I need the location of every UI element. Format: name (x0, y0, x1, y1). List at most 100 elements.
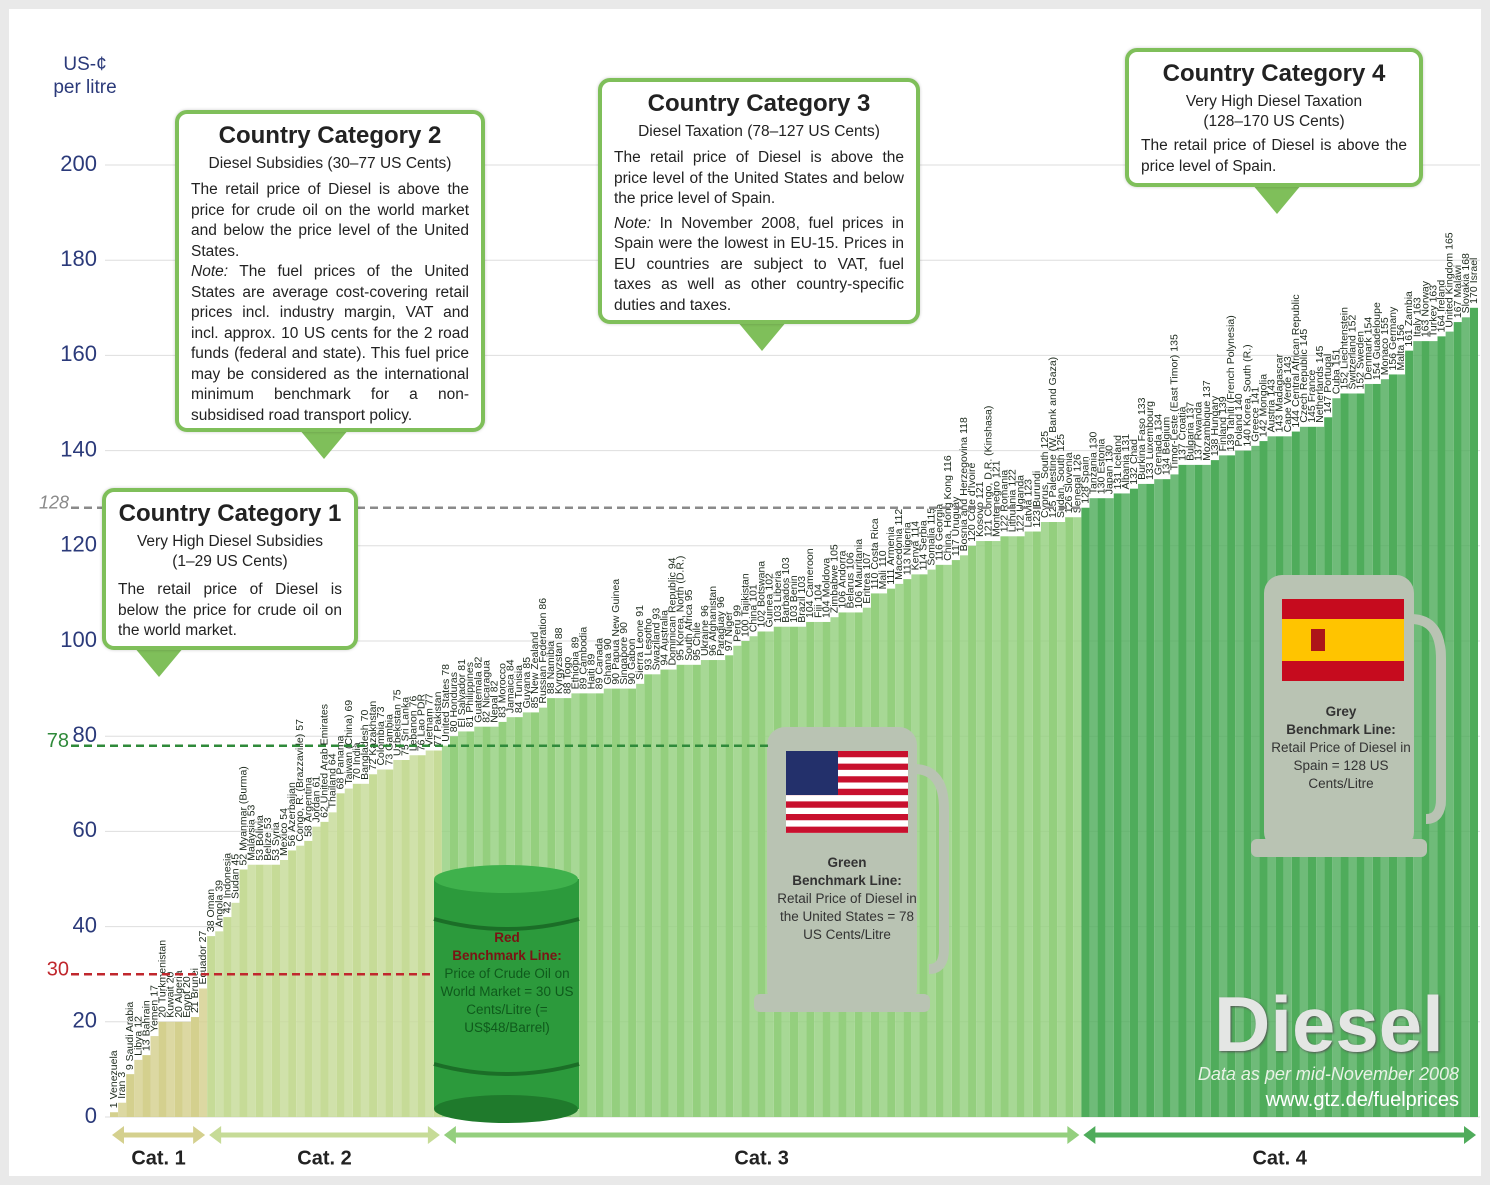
callout-body: The retail price of Diesel is above the … (614, 148, 904, 210)
bar (353, 784, 361, 1117)
value-label: 69 (343, 700, 355, 712)
bar (280, 860, 288, 1117)
bar (604, 689, 612, 1117)
benchmark-title: Grey (1271, 703, 1411, 721)
benchmark-note: Grey Benchmark Line: Retail Price of Die… (1271, 703, 1411, 793)
bar (175, 1022, 183, 1117)
value-label: 91 (634, 605, 646, 617)
category-label: Sudan (229, 868, 241, 899)
bar (693, 665, 701, 1117)
note-label: Note: (191, 263, 228, 280)
bar (1098, 498, 1106, 1117)
callout-subtitle: Diesel Subsidies (30–77 US Cents) (191, 154, 469, 174)
y-tick-label: 80 (73, 722, 97, 747)
legend-label: Cat. 4 (1252, 1147, 1307, 1169)
bar (1138, 484, 1146, 1117)
benchmark-title: Benchmark Line: (1271, 721, 1411, 739)
value-label: 116 (942, 455, 954, 472)
bar (304, 841, 312, 1117)
value-label: 58 (302, 825, 314, 837)
bar (426, 750, 434, 1117)
bar (968, 546, 976, 1117)
pointer (737, 321, 787, 351)
value-label: 103 (780, 557, 792, 575)
bar (410, 755, 418, 1117)
bar (134, 1060, 142, 1117)
bar (960, 555, 968, 1117)
category-legend: Cat. 1Cat. 2Cat. 3Cat. 4 (112, 1126, 1476, 1169)
category-label: Malta (1395, 345, 1407, 371)
callout-title: Country Category 2 (191, 122, 469, 150)
value-label: 9 (124, 1064, 136, 1070)
bar (288, 850, 296, 1117)
us-flag (786, 751, 908, 833)
bar (1130, 489, 1138, 1117)
bar (1017, 536, 1025, 1117)
category-label: Cambodia (577, 627, 589, 675)
bar (264, 865, 272, 1117)
bar (1170, 474, 1178, 1117)
bar (1462, 317, 1470, 1117)
bar (1446, 332, 1454, 1117)
bar (1178, 465, 1186, 1117)
benchmark-title: Benchmark Line: (777, 872, 917, 890)
callout-note: Note: In November 2008, fuel prices in S… (614, 214, 904, 317)
value-label: 95 (683, 589, 695, 601)
bar (992, 541, 1000, 1117)
callout-subtitle: Very High Diesel Subsidies (118, 532, 342, 552)
bar (1073, 517, 1081, 1117)
bar (1025, 532, 1033, 1117)
callout-subtitle: Diesel Taxation (78–127 US Cents) (614, 122, 904, 142)
bar (1162, 479, 1170, 1117)
bar (758, 631, 766, 1117)
value-label: 135 (1168, 334, 1180, 352)
date-note: Data as per mid-November 2008 (1174, 1064, 1459, 1085)
flag-canton (786, 751, 838, 795)
benchmark-text: Retail Price of Diesel in Spain = 128 US… (1271, 739, 1411, 793)
reference-label: 128 (39, 492, 69, 512)
bar (337, 793, 345, 1117)
bar (1106, 498, 1114, 1117)
pointer (299, 429, 349, 459)
value-label: 137 (1201, 380, 1213, 398)
bar (1122, 493, 1130, 1117)
bar (1089, 498, 1097, 1117)
bar (725, 655, 733, 1117)
spain-flag (1282, 599, 1404, 681)
y-tick-label: 200 (60, 151, 97, 176)
benchmark-note: Green Benchmark Line: Retail Price of Di… (777, 854, 917, 944)
y-tick-label: 140 (60, 436, 97, 461)
bar (612, 689, 620, 1117)
bar (952, 560, 960, 1117)
bar (749, 636, 757, 1117)
bar (256, 865, 264, 1117)
source: www.gtz.de/fuelprices (1174, 1089, 1459, 1112)
bar (207, 936, 215, 1117)
flag-yellow (1282, 619, 1404, 661)
bar (1065, 517, 1073, 1117)
callout-box: Country Category 4 Very High Diesel Taxa… (1125, 48, 1423, 187)
value-label: 57 (294, 719, 306, 731)
brand: Diesel (1214, 979, 1444, 1070)
bar (1081, 508, 1089, 1117)
y-tick-label: 120 (60, 532, 97, 557)
bar (401, 760, 409, 1117)
bar (1057, 522, 1065, 1117)
y-tick-label: 160 (60, 341, 97, 366)
reference-label: 78 (47, 730, 69, 752)
bar (1470, 308, 1478, 1117)
pump-base (1251, 839, 1427, 857)
bar-label: Ecuador27 (197, 931, 209, 985)
category-label: Tahiti (French Polynesia) (1225, 315, 1237, 431)
value-label: 53 (245, 804, 257, 816)
bar (717, 660, 725, 1117)
callout-title: Country Category 3 (614, 90, 904, 118)
callout-subtitle: Very High Diesel Taxation (1141, 92, 1407, 112)
canvas: 020406080100120140160180200 1VenezuelaIr… (9, 9, 1481, 1176)
bar (272, 865, 280, 1117)
bar (231, 903, 239, 1117)
benchmark-text: Price of Crude Oil on World Market = 30 … (437, 965, 577, 1037)
barrel-top (434, 865, 578, 893)
bar (685, 665, 693, 1117)
value-label: 125 (1055, 434, 1067, 452)
